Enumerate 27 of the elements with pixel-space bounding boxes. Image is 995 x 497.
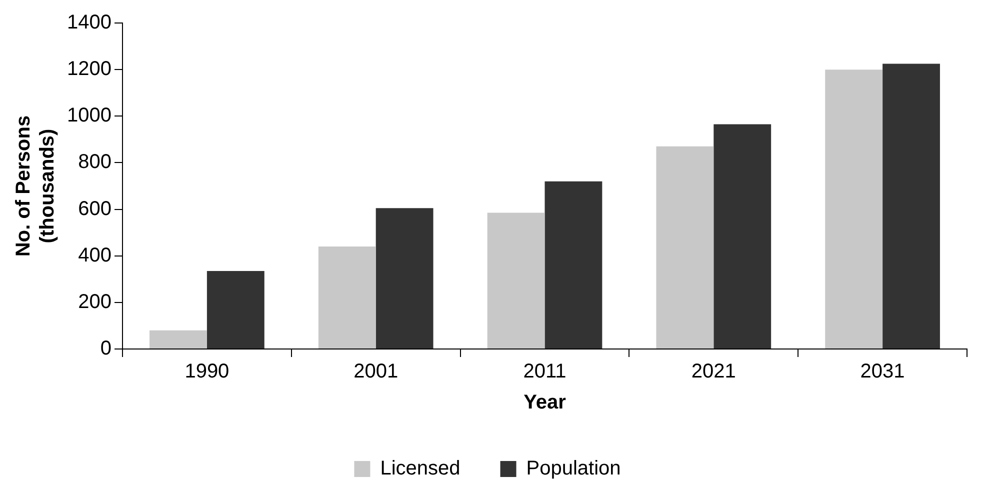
- y-tick-label: 1000: [66, 104, 112, 127]
- y-axis-title: No. of Persons (thousands): [12, 115, 59, 257]
- bar: [487, 212, 545, 348]
- y-tick-label: 0: [100, 338, 112, 360]
- bar: [714, 124, 772, 348]
- x-axis-title: Year: [524, 392, 566, 414]
- y-tick-label: 200: [78, 290, 112, 313]
- x-tick-label: 1990: [184, 360, 230, 383]
- y-tick-label: 400: [78, 244, 112, 266]
- bar: [376, 208, 434, 348]
- y-tick-label: 1400: [66, 12, 112, 34]
- y-tick-label: 1200: [66, 58, 112, 80]
- legend-label: Population: [526, 458, 621, 480]
- x-tick-label: 2011: [523, 360, 566, 383]
- bar: [150, 330, 207, 348]
- x-tick-label: 2021: [691, 360, 736, 383]
- bar: [206, 270, 264, 348]
- x-tick-label: 2031: [860, 360, 905, 383]
- bar: [882, 64, 940, 348]
- y-tick-label: 600: [78, 198, 112, 220]
- y-tick-label: 800: [78, 151, 112, 174]
- legend-label: Licensed: [380, 458, 460, 480]
- bar: [544, 181, 602, 348]
- bar: [825, 70, 883, 348]
- bar: [656, 146, 714, 348]
- bar: [318, 246, 376, 348]
- x-tick-label: 2001: [354, 360, 398, 383]
